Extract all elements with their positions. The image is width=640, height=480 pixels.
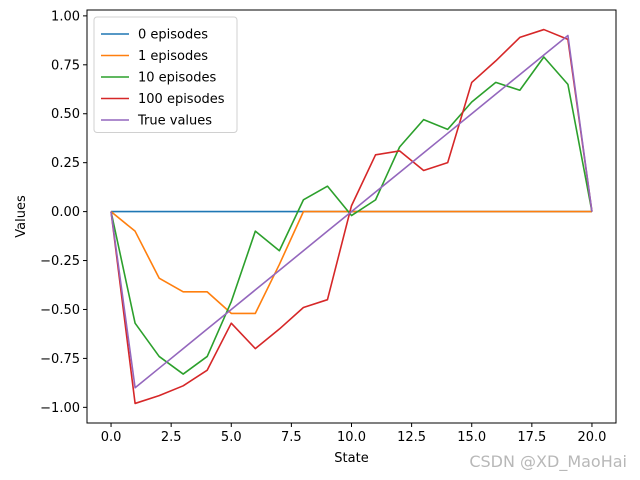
series-layer bbox=[110, 28, 593, 405]
x-tick-label: 7.5 bbox=[281, 430, 302, 445]
series-line-2 bbox=[110, 56, 593, 375]
x-tick-label: 20.0 bbox=[577, 430, 606, 445]
legend-entry-label: 0 episodes bbox=[138, 28, 208, 43]
y-tick-label: −0.75 bbox=[40, 352, 80, 367]
legend-entry-label: 10 episodes bbox=[138, 71, 217, 86]
y-tick-label: 0.25 bbox=[51, 156, 80, 171]
y-tick-label: 0.75 bbox=[51, 58, 80, 73]
legend-entry-label: 1 episodes bbox=[138, 49, 208, 64]
y-tick-label: 0.50 bbox=[51, 107, 80, 122]
watermark-text: CSDN @XD_MaoHai bbox=[469, 452, 627, 472]
y-tick-label: 0.00 bbox=[51, 205, 80, 220]
x-tick-label: 0.0 bbox=[101, 430, 122, 445]
legend-entry-label: True values bbox=[137, 114, 212, 129]
y-axis-label: Values bbox=[14, 195, 29, 238]
x-axis: 0.0 2.5 5.0 7.5 10.0 12.5 15.0 17.5 20.0 bbox=[101, 423, 606, 445]
y-axis: −1.00 −0.75 −0.50 −0.25 0.00 0.25 0.50 0.75 1.00 bbox=[40, 9, 87, 416]
x-tick-label: 15.0 bbox=[457, 430, 486, 445]
y-tick-label: −0.25 bbox=[40, 254, 80, 269]
x-tick-label: 2.5 bbox=[161, 430, 182, 445]
x-tick-label: 5.0 bbox=[221, 430, 242, 445]
y-tick-label: −1.00 bbox=[40, 401, 80, 416]
series-line-3 bbox=[110, 28, 593, 405]
y-tick-label: 1.00 bbox=[51, 9, 80, 24]
x-tick-label: 17.5 bbox=[517, 430, 546, 445]
y-tick-label: −0.50 bbox=[40, 303, 80, 318]
legend: 0 episodes 1 episodes 10 episodes 100 episo… bbox=[93, 16, 238, 133]
series-line-4 bbox=[110, 34, 593, 389]
x-tick-label: 12.5 bbox=[397, 430, 426, 445]
legend-box bbox=[93, 16, 238, 133]
legend-entry-label: 100 episodes bbox=[138, 92, 225, 107]
x-axis-label: State bbox=[334, 451, 368, 466]
x-tick-label: 10.0 bbox=[337, 430, 366, 445]
